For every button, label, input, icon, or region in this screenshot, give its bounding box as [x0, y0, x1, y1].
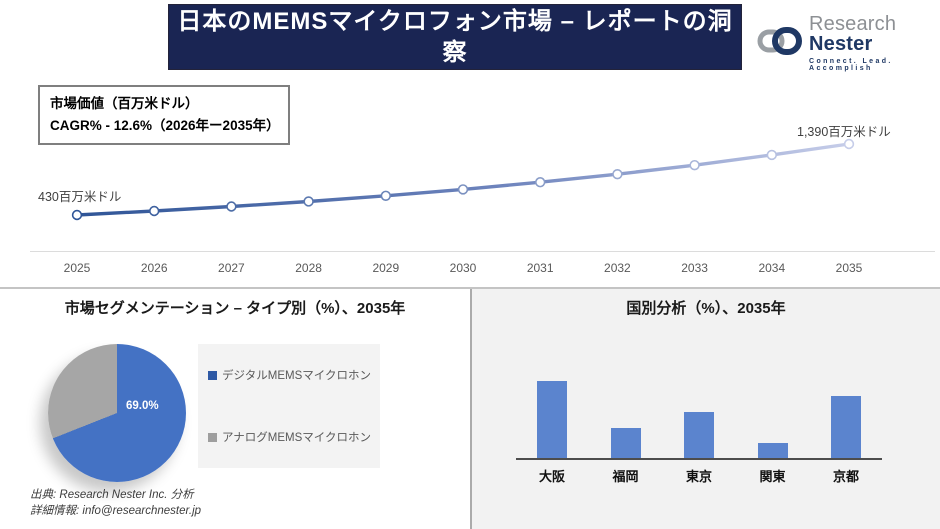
data-point-2034: [766, 149, 777, 161]
data-point-2035: [843, 138, 855, 150]
pie-legend: デジタルMEMSマイクロホン アナログMEMSマイクロホン: [198, 344, 380, 468]
country-analysis-panel: 国別分析（%）、2035年 大阪 福岡 東京 関東 京都: [472, 289, 940, 529]
bar-category-label: 福岡: [612, 469, 639, 484]
title-banner: 日本のMEMSマイクロフォン市場 – レポートの洞察: [168, 4, 742, 70]
year-tick-2025: 2025: [63, 261, 91, 275]
market-value-box: 市場価値（百万米ドル） CAGR% - 12.6%（2026年ー2035年）: [38, 85, 290, 145]
pie-section-title: 市場セグメンテーション – タイプ別（%）、2035年: [64, 300, 406, 317]
data-point-2027: [226, 201, 237, 212]
data-point-2032: [612, 168, 623, 180]
trend-line: [76, 142, 850, 217]
contact-note: 詳細情報: info@researchnester.jp: [30, 505, 202, 517]
bar-axis-line: [516, 458, 882, 460]
year-tick-2030: 2030: [449, 261, 477, 275]
data-point-2028: [303, 196, 314, 207]
footer: 出典: Research Nester Inc. 分析 詳細情報: info@r…: [30, 487, 201, 519]
year-tick-2035: 2035: [835, 261, 863, 275]
bar-category-label: 関東: [759, 469, 786, 484]
data-point-2031: [534, 177, 546, 188]
logo-brand: Research Nester: [809, 13, 897, 55]
legend-item-digital: デジタルMEMSマイクロホン: [208, 367, 380, 383]
legend-label-analog: アナログMEMSマイクロホン: [222, 432, 372, 444]
data-point-2033: [689, 159, 700, 171]
bar-category-label: 大阪: [538, 469, 565, 484]
pie-slice-label: 69.0%: [126, 400, 159, 412]
bar-関東: [757, 443, 788, 458]
line-start-value-label: 430百万米ドル: [38, 190, 122, 204]
year-tick-2026: 2026: [140, 261, 168, 275]
pie-chart: 69.0%: [48, 344, 186, 482]
segmentation-panel: 市場セグメンテーション – タイプ別（%）、2035年 69.0% デジタルME…: [0, 289, 470, 529]
bar-category-label: 京都: [832, 469, 859, 484]
data-point-2026: [149, 205, 160, 217]
bar-京都: [831, 396, 861, 458]
year-tick-2032: 2032: [604, 261, 631, 275]
year-tick-2034: 2034: [758, 261, 786, 275]
bar-福岡: [610, 428, 641, 458]
bar-section-title: 国別分析（%）、2035年: [626, 300, 786, 317]
page-title: 日本のMEMSマイクロフォン市場 – レポートの洞察: [177, 8, 733, 66]
data-point-2025: [71, 209, 83, 221]
logo-tagline: Connect. Lead. Accomplish: [809, 58, 893, 72]
legend-swatch-digital: [208, 370, 217, 380]
year-tick-2031: 2031: [526, 261, 554, 275]
legend-swatch-analog: [208, 432, 217, 442]
bar-category-label: 東京: [685, 469, 712, 484]
bar-東京: [684, 412, 714, 458]
market-value-label: 市場価値（百万米ドル）: [50, 96, 199, 111]
legend-item-analog: アナログMEMSマイクロホン: [208, 429, 380, 445]
year-tick-2029: 2029: [372, 261, 400, 275]
vertical-divider: [470, 289, 472, 529]
year-tick-2033: 2033: [681, 261, 708, 275]
line-end-value-label: 1,390百万米ドル: [797, 125, 891, 139]
data-point-2029: [380, 190, 391, 201]
horizontal-divider: [0, 287, 940, 289]
x-axis-line: [30, 251, 935, 252]
legend-label-digital: デジタルMEMSマイクロホン: [222, 370, 372, 382]
bar-大阪: [537, 381, 567, 458]
market-value-line-chart: [71, 138, 855, 221]
year-tick-2027: 2027: [218, 261, 245, 275]
logo-text: Research Nester Connect. Lead. Accomplis…: [809, 14, 940, 72]
chain-link-icon: [756, 23, 802, 64]
data-point-2030: [457, 184, 469, 195]
source-note: 出典: Research Nester Inc. 分析: [30, 489, 194, 501]
year-tick-2028: 2028: [295, 261, 322, 275]
research-nester-logo: Research Nester Connect. Lead. Accomplis…: [756, 14, 940, 72]
cagr-label: CAGR% - 12.6%（2026年ー2035年）: [50, 118, 280, 133]
